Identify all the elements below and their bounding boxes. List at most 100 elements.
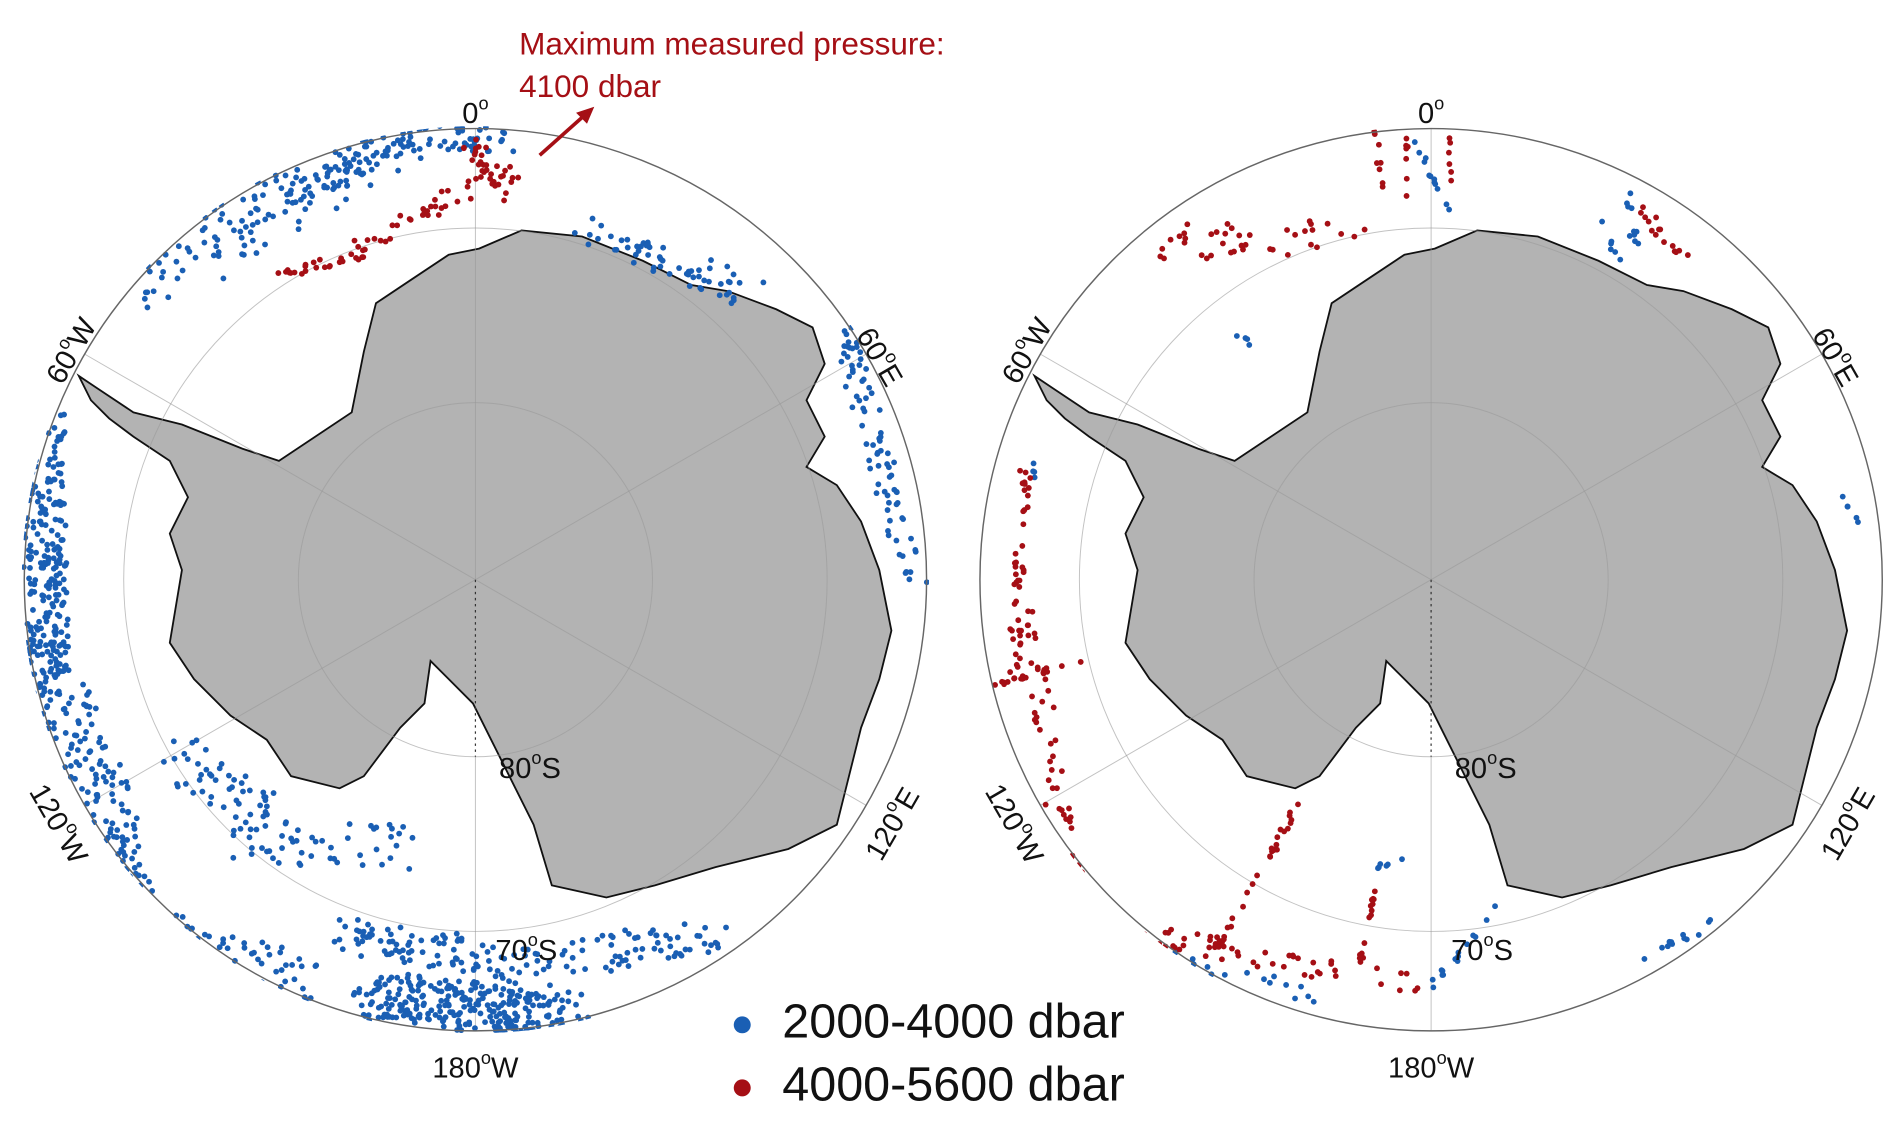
observation-dot [125,809,131,816]
observation-dot [438,997,445,1004]
observation-dot [1030,468,1037,475]
observation-dot [238,234,245,241]
observation-dot [390,140,397,147]
observation-dot [866,384,873,391]
observation-dot [1254,872,1260,879]
observation-dot [278,944,285,951]
observation-dot [408,932,415,939]
observation-dot [88,878,95,885]
observation-dot [160,947,166,954]
observation-dot [1839,493,1846,500]
observation-dot [405,942,412,948]
observation-dot [348,251,355,258]
observation-dot [1261,976,1267,983]
observation-dot [59,483,66,490]
observation-dot [35,426,42,433]
label-value: 180 [432,1052,481,1084]
observation-dot [385,989,392,996]
observation-dot [358,953,365,959]
observation-dot [1403,135,1410,142]
observation-dot [624,236,631,243]
observation-dot [389,126,396,132]
observation-dot [859,378,866,384]
observation-dot [399,136,406,142]
observation-dot [846,373,853,380]
observation-dot [71,798,78,805]
observation-dot [47,697,54,703]
observation-dot [385,995,391,1001]
observation-dot [430,116,436,122]
observation-dot [708,257,714,263]
observation-dot [1439,972,1446,978]
observation-dot [598,222,605,229]
observation-dot [1266,979,1273,986]
observation-dot [383,1000,390,1007]
observation-dot [251,949,257,956]
observation-dot [1161,255,1167,262]
observation-dot [247,826,254,833]
observation-dot [43,618,50,625]
observation-dot [215,249,222,255]
observation-dot [36,618,43,625]
observation-dot [30,414,37,421]
observation-dot [40,632,47,639]
observation-dot [1627,190,1634,197]
observation-dot [217,216,224,223]
observation-dot [1079,869,1085,876]
observation-dot [232,814,239,821]
observation-dot [422,126,429,128]
observation-dot [1097,920,1104,927]
observation-dot [1284,227,1290,233]
observation-dot [21,444,27,451]
observation-dot [387,931,394,938]
observation-dot [40,597,47,604]
observation-dot [1284,251,1291,258]
observation-dot [293,174,300,181]
observation-dot [540,966,547,973]
observation-dot [83,729,89,735]
observation-dot [501,130,508,137]
observation-dot [228,981,235,987]
observation-dot [119,896,126,903]
observation-dot [1314,969,1321,975]
observation-dot [608,942,615,948]
label-degree: o [1434,93,1444,113]
observation-dot [528,991,535,998]
observation-dot [282,978,289,985]
observation-dot [105,768,112,775]
observation-dot [1011,581,1018,588]
observation-dot [472,1025,478,1032]
observation-dot [685,271,692,278]
observation-dot [84,789,91,796]
observation-dot [1262,949,1269,956]
observation-dot [312,838,319,845]
observation-dot [1683,936,1690,943]
observation-dot [240,196,247,203]
observation-dot [1181,230,1188,237]
observation-dot [1029,693,1035,700]
observation-dot [158,274,165,281]
observation-dot [432,196,438,203]
observation-dot [434,952,441,959]
coordinate-label: 80oS [499,748,561,785]
observation-dot [887,517,893,524]
observation-dot [473,136,479,143]
observation-dot [46,488,52,495]
observation-dot [1633,228,1640,235]
observation-dot [1676,247,1683,254]
meridian [475,579,867,806]
observation-dot [447,118,453,124]
observation-dot [524,946,531,953]
observation-dot [179,913,186,920]
observation-dot [260,192,266,199]
observation-dot [23,412,30,419]
observation-dot [313,962,320,969]
meridian [1040,579,1432,806]
observation-dot [62,643,69,650]
coordinate-label: 120oW [978,776,1053,869]
observation-dot [397,924,404,931]
observation-dot [499,136,506,143]
observation-dot [469,951,476,957]
observation-dot [254,206,261,213]
